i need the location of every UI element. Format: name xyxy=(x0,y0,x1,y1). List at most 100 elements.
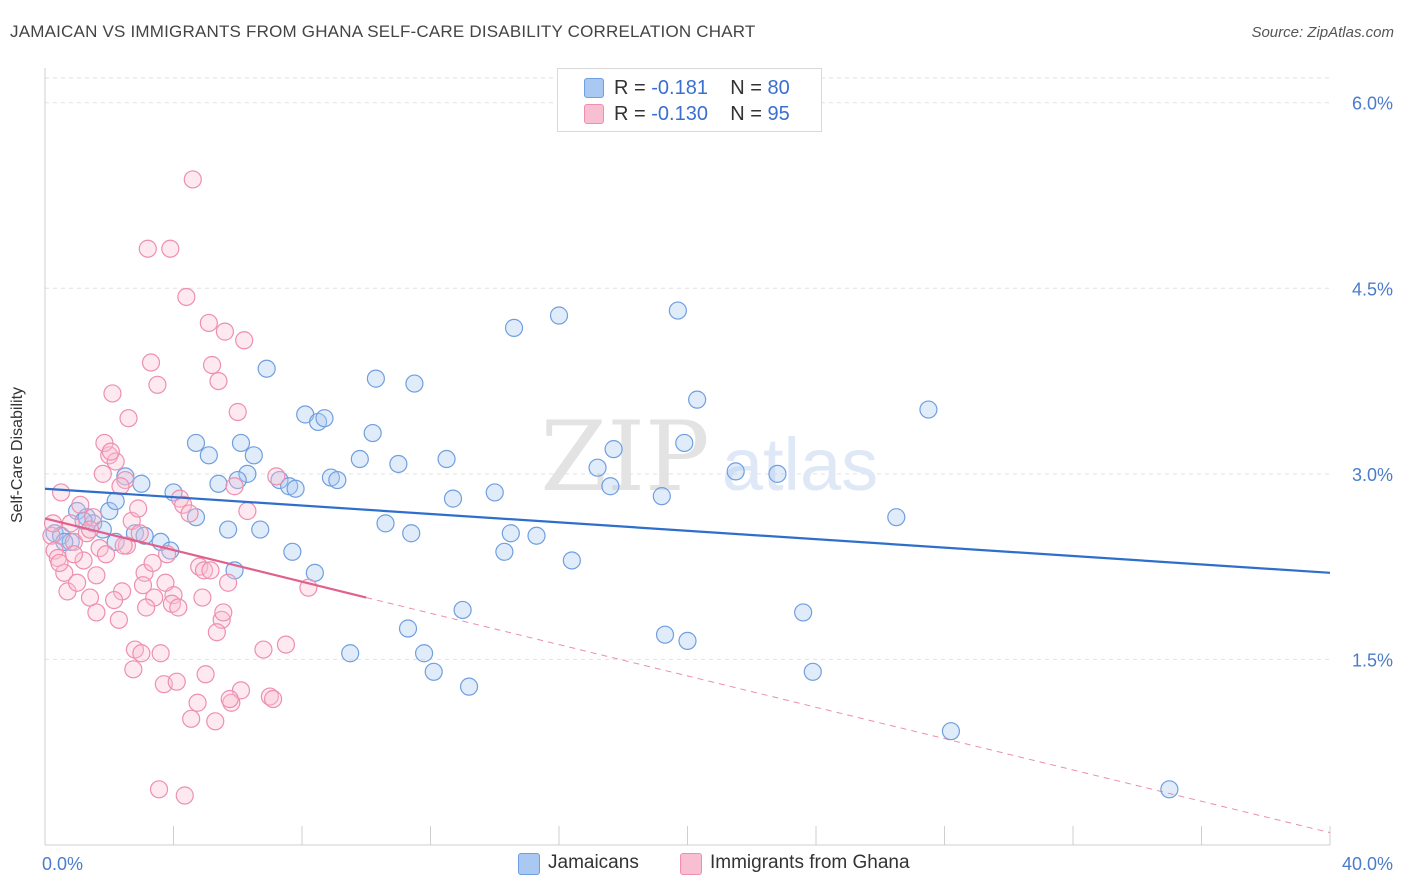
point-jamaicans-62 xyxy=(655,625,675,644)
point-ghana-10 xyxy=(74,551,93,570)
point-jamaicans-73 xyxy=(941,722,961,741)
bottom-legend-label-jamaicans: Jamaicans xyxy=(548,852,639,873)
point-jamaicans-49 xyxy=(453,600,472,620)
point-ghana-93 xyxy=(263,689,283,709)
point-jamaicans-50 xyxy=(459,677,479,696)
point-ghana-77 xyxy=(156,573,175,592)
legend-text-jamaicans: R = -0.181 N = 80 xyxy=(614,77,790,100)
r-label: R = xyxy=(614,77,646,99)
point-ghana-27 xyxy=(129,499,148,518)
point-ghana-23 xyxy=(116,470,135,490)
point-jamaicans-47 xyxy=(437,449,456,469)
x-tick-label-1: 40.0% xyxy=(1342,854,1393,874)
trend-line-ghana-extension xyxy=(366,597,1331,834)
point-ghana-79 xyxy=(169,598,188,617)
point-ghana-62 xyxy=(50,553,69,573)
point-jamaicans-32 xyxy=(315,409,334,428)
bottom-legend-label-ghana: Immigrants from Ghana xyxy=(710,852,910,873)
point-jamaicans-24 xyxy=(251,520,270,539)
watermark-atlas: atlas xyxy=(722,423,878,506)
trend-line-jamaicans xyxy=(44,487,1331,574)
point-ghana-3 xyxy=(51,483,71,502)
point-ghana-57 xyxy=(228,402,247,422)
point-ghana-90 xyxy=(276,635,296,654)
point-jamaicans-56 xyxy=(549,306,569,325)
x-tick-label-0: 0.0% xyxy=(42,854,83,874)
point-ghana-39 xyxy=(167,672,186,691)
point-jamaicans-44 xyxy=(405,374,424,393)
point-ghana-37 xyxy=(161,239,180,258)
legend-swatch-jamaicans xyxy=(584,78,604,98)
watermark: ZIP atlas xyxy=(540,401,878,513)
point-ghana-61 xyxy=(43,514,63,533)
point-ghana-63 xyxy=(64,545,84,564)
point-jamaicans-16 xyxy=(186,433,206,453)
point-ghana-74 xyxy=(137,598,156,617)
n-value-ghana: 95 xyxy=(767,103,790,125)
point-ghana-30 xyxy=(138,239,157,258)
point-ghana-17 xyxy=(96,545,116,564)
point-jamaicans-59 xyxy=(601,477,620,496)
point-ghana-54 xyxy=(219,573,238,592)
legend-text-ghana: R = -0.130 N = 95 xyxy=(614,103,790,126)
series-jamaicans xyxy=(45,301,1179,799)
point-ghana-48 xyxy=(199,313,218,333)
y-tick-label-0: 1.5% xyxy=(1352,650,1393,670)
point-jamaicans-41 xyxy=(389,454,408,474)
trend-lines xyxy=(44,487,1331,834)
point-ghana-31 xyxy=(141,353,161,372)
point-jamaicans-29 xyxy=(286,479,305,498)
point-ghana-43 xyxy=(180,504,199,523)
n-value-jamaicans: 80 xyxy=(767,77,790,99)
point-ghana-14 xyxy=(87,566,106,585)
point-ghana-71 xyxy=(124,660,143,679)
point-jamaicans-11 xyxy=(132,474,151,493)
y-axis-label: Self-Care Disability xyxy=(9,386,26,524)
point-ghana-42 xyxy=(177,287,196,307)
point-ghana-84 xyxy=(201,561,220,580)
point-jamaicans-43 xyxy=(402,524,421,543)
point-jamaicans-57 xyxy=(562,551,581,570)
n-label: N = xyxy=(730,77,762,99)
axes xyxy=(44,68,1331,846)
point-jamaicans-25 xyxy=(257,359,276,378)
point-jamaicans-53 xyxy=(501,524,520,543)
point-ghana-59 xyxy=(235,331,254,350)
point-ghana-65 xyxy=(87,603,106,622)
point-jamaicans-17 xyxy=(199,446,218,465)
point-jamaicans-40 xyxy=(376,514,395,533)
point-jamaicans-77 xyxy=(135,526,154,545)
point-ghana-85 xyxy=(207,623,226,642)
point-ghana-9 xyxy=(71,495,90,514)
point-ghana-20 xyxy=(106,452,125,471)
correlation-legend: R = -0.181 N = 80 R = -0.130 N = 95 xyxy=(557,68,822,132)
point-ghana-81 xyxy=(182,709,201,728)
point-jamaicans-69 xyxy=(794,603,813,622)
point-ghana-7 xyxy=(64,532,84,552)
point-jamaicans-55 xyxy=(527,526,546,545)
r-value-ghana: -0.130 xyxy=(651,103,708,125)
point-jamaicans-72 xyxy=(919,400,938,419)
y-tick-label-2: 4.5% xyxy=(1352,279,1393,299)
point-jamaicans-67 xyxy=(726,462,745,481)
point-ghana-80 xyxy=(175,786,194,805)
point-ghana-47 xyxy=(196,665,215,684)
point-ghana-83 xyxy=(194,561,214,580)
point-jamaicans-74 xyxy=(1160,780,1179,799)
point-ghana-44 xyxy=(183,170,202,189)
point-jamaicans-22 xyxy=(238,464,257,483)
point-jamaicans-36 xyxy=(341,644,360,663)
n-label: N = xyxy=(730,103,762,125)
point-jamaicans-60 xyxy=(604,440,623,459)
point-jamaicans-64 xyxy=(675,433,694,453)
point-ghana-34 xyxy=(151,644,170,663)
point-ghana-28 xyxy=(132,644,151,663)
watermark-zip: ZIP xyxy=(540,401,709,513)
trend-line-ghana xyxy=(44,517,367,599)
point-ghana-4 xyxy=(55,563,74,582)
bottom-legend-swatch-jamaicans xyxy=(518,853,540,875)
point-jamaicans-51 xyxy=(485,483,504,502)
point-jamaicans-34 xyxy=(328,470,347,490)
r-label: R = xyxy=(614,103,646,125)
point-jamaicans-70 xyxy=(803,662,822,681)
